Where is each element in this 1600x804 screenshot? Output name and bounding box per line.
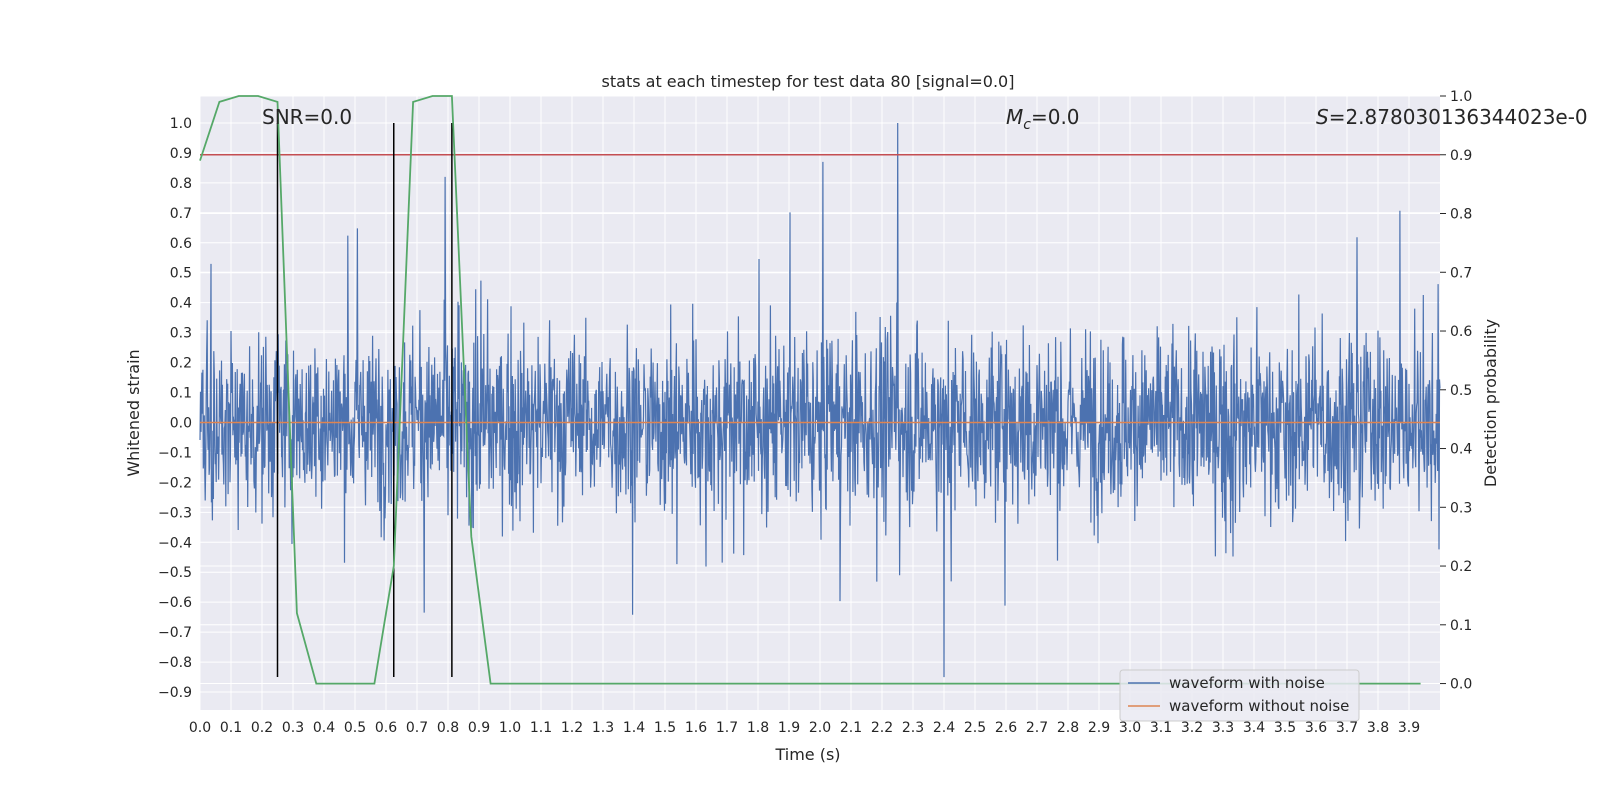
event-markers <box>276 122 453 678</box>
x-tick-label-37: 3.7 <box>1336 720 1358 736</box>
y-tick-label-6: 0.4 <box>170 296 192 312</box>
y-tick-label-7: 0.3 <box>170 326 192 342</box>
y2-axis-ticks: 1.0 0.9 0.8 0.7 0.6 0.5 0.4 0.3 0.2 0.1 0.0 <box>1440 89 1472 693</box>
x-tick-label-20: 2.0 <box>809 720 831 736</box>
y-tick-label-3: 0.7 <box>170 206 192 222</box>
y2-tick-label-5: 0.5 <box>1450 383 1472 399</box>
noise-trace <box>199 122 1441 678</box>
x-tick-label-25: 2.5 <box>964 720 986 736</box>
legend-label-noise: waveform with noise <box>1169 674 1325 692</box>
y2-axis-label: Detection probability <box>1481 319 1500 487</box>
x-tick-label-29: 2.9 <box>1088 720 1110 736</box>
x-tick-label-7: 0.7 <box>406 720 428 736</box>
chirp-mass-annotation: Mc=0.0 <box>1006 105 1080 133</box>
grid-lines <box>199 95 1440 710</box>
x-tick-label-10: 1.0 <box>499 720 521 736</box>
y-tick-label-4: 0.6 <box>170 236 192 252</box>
y-axis-ticks: 1.0 0.9 0.8 0.7 0.6 0.5 0.4 0.3 0.2 0.1 0.0 −0.1 −0.… <box>158 116 192 701</box>
x-tick-label-2: 0.2 <box>251 720 273 736</box>
snr-annotation: SNR=0.0 <box>262 105 352 129</box>
x-tick-label-6: 0.6 <box>375 720 397 736</box>
x-tick-label-21: 2.1 <box>840 720 862 736</box>
chart-title: stats at each timestep for test data 80 … <box>602 72 1015 91</box>
y2-tick-label-2: 0.8 <box>1450 207 1472 223</box>
x-tick-label-17: 1.7 <box>716 720 738 736</box>
y-tick-label-17: −0.7 <box>158 625 192 641</box>
y2-tick-label-0: 1.0 <box>1450 89 1472 105</box>
x-tick-label-28: 2.8 <box>1057 720 1079 736</box>
x-tick-label-36: 3.6 <box>1305 720 1327 736</box>
y2-tick-label-7: 0.3 <box>1450 500 1472 516</box>
x-tick-label-1: 0.1 <box>220 720 242 736</box>
mc-symbol: M <box>1006 105 1023 129</box>
x-tick-label-31: 3.1 <box>1150 720 1172 736</box>
x-tick-label-12: 1.2 <box>561 720 583 736</box>
y2-tick-label-3: 0.7 <box>1450 265 1472 281</box>
x-tick-label-8: 0.8 <box>437 720 459 736</box>
y-tick-label-16: −0.6 <box>158 595 192 611</box>
y2-tick-label-8: 0.2 <box>1450 559 1472 575</box>
y-tick-label-13: −0.3 <box>158 505 192 521</box>
y-tick-label-2: 0.8 <box>170 176 192 192</box>
x-tick-label-19: 1.9 <box>778 720 800 736</box>
y2-tick-label-4: 0.6 <box>1450 324 1472 340</box>
x-tick-label-24: 2.4 <box>933 720 955 736</box>
x-tick-label-38: 3.8 <box>1367 720 1389 736</box>
series-waveform-with-noise <box>199 122 1441 678</box>
x-tick-label-4: 0.4 <box>313 720 335 736</box>
x-tick-label-27: 2.7 <box>1026 720 1048 736</box>
x-tick-label-32: 3.2 <box>1181 720 1203 736</box>
x-tick-label-26: 2.6 <box>995 720 1017 736</box>
x-tick-label-13: 1.3 <box>592 720 614 736</box>
x-tick-label-3: 0.3 <box>282 720 304 736</box>
mc-subscript: c <box>1023 117 1031 133</box>
y-tick-label-10: 0.0 <box>170 415 192 431</box>
y2-tick-label-9: 0.1 <box>1450 618 1472 634</box>
y-tick-label-9: 0.1 <box>170 386 192 402</box>
x-tick-label-18: 1.8 <box>747 720 769 736</box>
y-tick-label-0: 1.0 <box>170 116 192 132</box>
y2-tick-label-6: 0.4 <box>1450 442 1472 458</box>
x-tick-label-39: 3.9 <box>1398 720 1420 736</box>
x-axis-label: Time (s) <box>774 745 840 764</box>
s-value: =2.878030136344023e-0 <box>1329 105 1588 129</box>
probability-trace <box>199 95 1421 685</box>
y-tick-label-5: 0.5 <box>170 266 192 282</box>
legend-label-clean: waveform without noise <box>1169 697 1349 715</box>
x-tick-label-16: 1.6 <box>685 720 707 736</box>
y-tick-label-18: −0.8 <box>158 655 192 671</box>
x-tick-label-15: 1.5 <box>654 720 676 736</box>
x-tick-label-30: 3.0 <box>1119 720 1141 736</box>
x-tick-label-14: 1.4 <box>623 720 645 736</box>
y-tick-label-1: 0.9 <box>170 146 192 162</box>
series-detection-probability <box>199 95 1421 685</box>
y2-tick-label-1: 0.9 <box>1450 148 1472 164</box>
y-tick-label-11: −0.1 <box>158 445 192 461</box>
x-tick-label-35: 3.5 <box>1274 720 1296 736</box>
mc-value: =0.0 <box>1031 105 1080 129</box>
x-tick-label-0: 0.0 <box>189 720 211 736</box>
x-tick-label-23: 2.3 <box>902 720 924 736</box>
y-tick-label-12: −0.2 <box>158 475 192 491</box>
x-axis-ticks: 0.0 0.1 0.2 0.3 0.4 0.5 0.6 0.7 0.8 0.9 1.0 1.1 1.2 1… <box>189 720 1420 736</box>
x-tick-label-5: 0.5 <box>344 720 366 736</box>
x-tick-label-34: 3.4 <box>1243 720 1265 736</box>
s-symbol: S <box>1316 105 1329 129</box>
y-tick-label-14: −0.4 <box>158 535 192 551</box>
y2-tick-label-10: 0.0 <box>1450 677 1472 693</box>
y-tick-label-19: −0.9 <box>158 685 192 701</box>
x-tick-label-9: 0.9 <box>468 720 490 736</box>
legend: waveform with noise waveform without noi… <box>1119 669 1360 722</box>
legend-box <box>1119 669 1360 722</box>
y-tick-label-15: −0.5 <box>158 565 192 581</box>
x-tick-label-11: 1.1 <box>530 720 552 736</box>
x-tick-label-22: 2.2 <box>871 720 893 736</box>
y-tick-label-8: 0.2 <box>170 356 192 372</box>
s-annotation: S=2.878030136344023e-0 <box>1316 105 1588 129</box>
x-tick-label-33: 3.3 <box>1212 720 1234 736</box>
y-axis-label: Whitened strain <box>124 349 143 476</box>
